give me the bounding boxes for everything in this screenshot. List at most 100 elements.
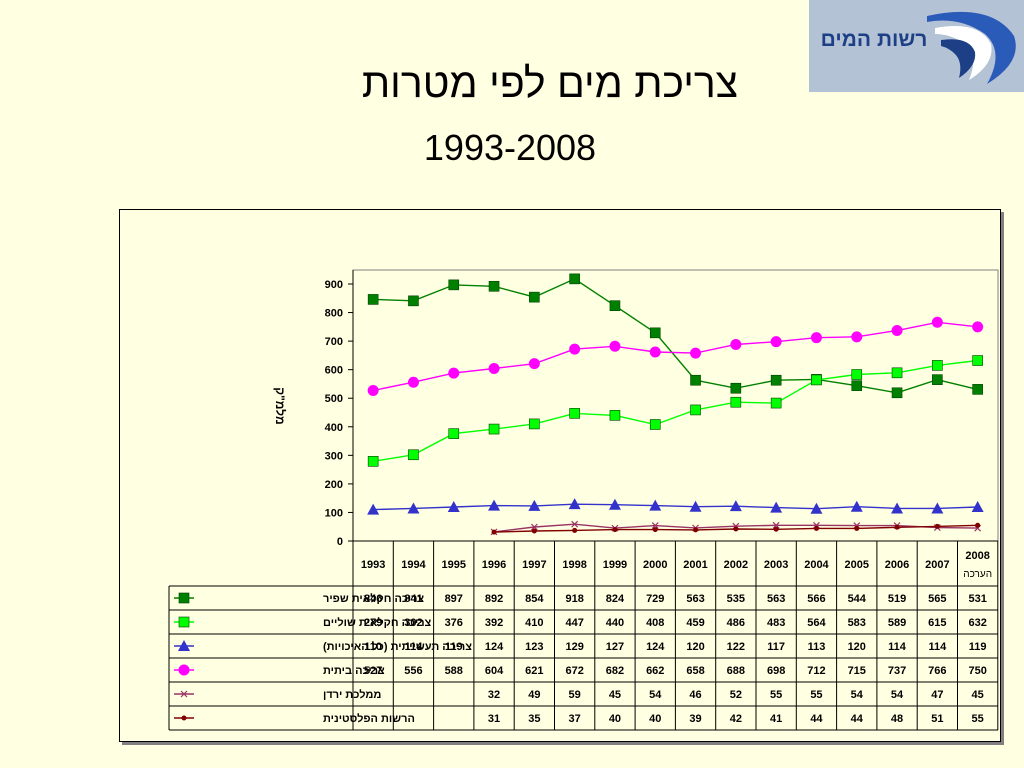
data-point [773,526,779,532]
category-label: 2001 [683,559,707,571]
table-value: 114 [888,641,907,653]
category-label: 1993 [361,559,385,571]
data-point [180,690,188,698]
table-value: 672 [565,665,583,677]
table-value: 129 [565,641,583,653]
data-point [932,374,943,385]
table-value: 892 [485,593,503,605]
table-value: 544 [848,593,867,605]
table-value: 117 [767,641,785,653]
data-point [569,408,580,419]
table-value: 712 [807,665,825,677]
table-value: 120 [686,641,704,653]
data-point [689,500,702,512]
series-line [373,278,978,394]
table-value: 376 [445,617,463,629]
data-point [408,295,419,307]
series-line [373,503,978,511]
table-value: 563 [686,593,704,605]
data-point [529,291,540,303]
table-value: 37 [569,713,581,725]
data-point [651,522,659,530]
data-point [488,363,500,375]
table-value: 48 [891,713,903,725]
slide-title: צריכת מים לפי מטרות [361,60,739,106]
table-value: 897 [445,593,463,605]
table-value: 122 [727,641,745,653]
table-value: 39 [689,713,701,725]
data-point [488,499,501,511]
table-value: 32 [488,689,500,701]
table-value: 55 [972,713,984,725]
category-label: 1997 [522,559,546,571]
data-point [649,346,661,358]
table-value: 119 [969,641,987,653]
data-point [367,385,379,397]
data-point [810,502,823,514]
data-point [730,382,742,394]
data-point [971,501,984,513]
data-point [569,343,581,355]
data-point [571,520,579,528]
data-point [690,404,701,416]
data-point [488,423,500,435]
series-3 [367,316,984,397]
y-tick-label: 800 [325,308,343,320]
table-value: 846 [364,593,382,605]
table-value: 124 [485,641,504,653]
data-point [894,524,900,530]
table-value: 55 [810,689,822,701]
table-value: 119 [445,641,463,653]
data-point [649,327,661,339]
category-label: 1998 [562,559,586,571]
data-point [407,376,419,388]
data-point [730,339,742,351]
table-value: 44 [810,713,823,725]
table-value: 44 [851,713,864,725]
data-point [854,525,860,531]
category-label: 2006 [885,559,909,571]
data-point [609,300,621,312]
data-point [770,397,782,409]
data-point [891,502,904,514]
data-point [851,380,863,391]
table-value: 841 [404,593,422,605]
data-point [652,527,658,533]
table-value: 824 [606,593,625,605]
data-point [491,529,497,535]
category-label: 2000 [643,559,667,571]
table-value: 54 [891,689,904,701]
data-point [448,367,460,379]
data-point [528,358,540,370]
table-value: 408 [646,617,664,629]
data-point [972,321,984,333]
category-label: 2004 [804,559,829,571]
data-point [181,715,187,721]
table-value: 55 [770,689,782,701]
table-value: 854 [525,593,544,605]
table-value: 588 [445,665,463,677]
series-1 [367,355,983,467]
legend-label: צריכה תעשייתית (כל האיכויות) [323,640,472,653]
category-note: הערכה [963,569,992,580]
data-point [531,528,537,534]
table-value: 563 [767,593,785,605]
table-value: 621 [525,665,543,677]
series-line [373,321,978,392]
category-label: 1996 [482,559,506,571]
table-value: 531 [968,593,986,605]
table-value: 279 [364,617,382,629]
data-point [693,527,699,533]
table-value: 565 [928,593,946,605]
table-value: 766 [928,665,946,677]
table-value: 483 [767,617,785,629]
legend-label: ממלכת ירדן [323,688,381,701]
table-value: 46 [689,689,701,701]
table-value: 42 [730,713,742,725]
category-label: 1994 [401,559,426,571]
legend-label: צריכה חקלאית שפיר [323,592,424,605]
data-point [367,294,379,305]
data-point [448,279,460,291]
y-tick-label: 600 [325,365,343,377]
category-label: 2008 [965,550,989,562]
